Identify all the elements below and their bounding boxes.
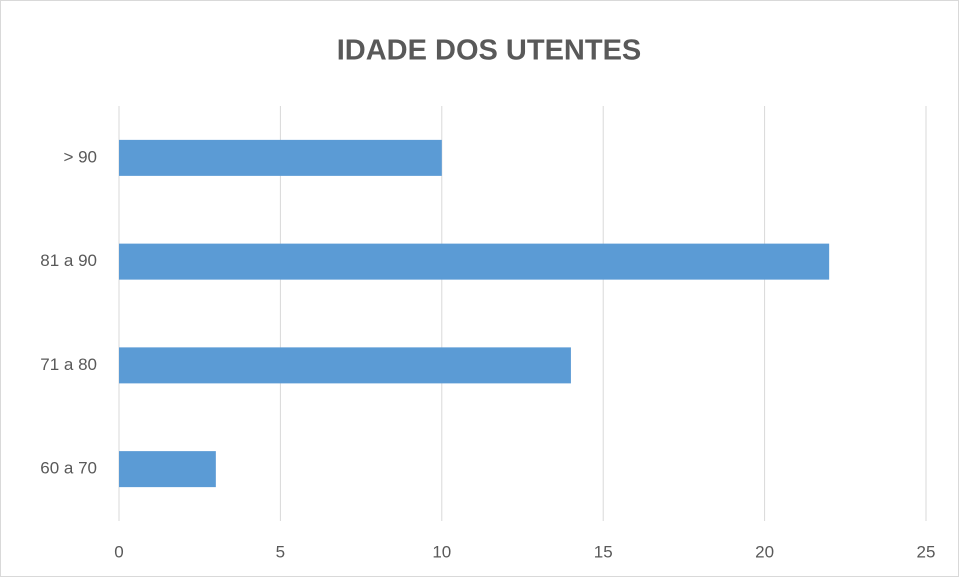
bar [119, 139, 442, 176]
bar [119, 347, 571, 384]
x-tick-label: 10 [432, 542, 451, 561]
x-tick-label: 20 [755, 542, 774, 561]
x-tick-label: 5 [276, 542, 285, 561]
y-tick-label: > 90 [63, 147, 97, 166]
x-tick-label: 15 [594, 542, 613, 561]
y-tick-label: 81 a 90 [40, 251, 97, 270]
y-tick-label: 71 a 80 [40, 355, 97, 374]
x-tick-label: 0 [114, 542, 123, 561]
x-tick-label: 25 [917, 542, 936, 561]
y-tick-label: 60 a 70 [40, 459, 97, 478]
chart-title: IDADE DOS UTENTES [337, 35, 642, 67]
bar [119, 451, 216, 488]
bar [119, 243, 830, 280]
